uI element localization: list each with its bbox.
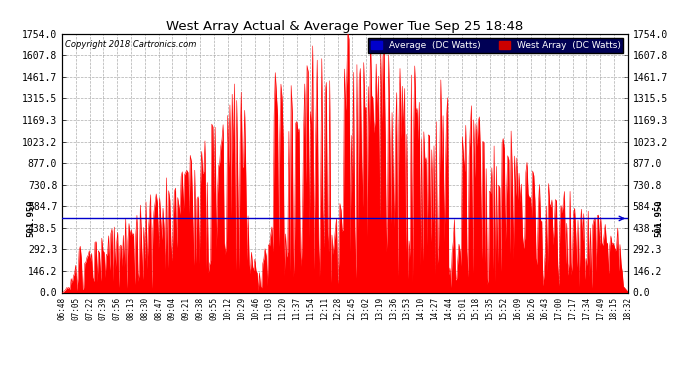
Text: 501.950: 501.950 <box>26 200 35 237</box>
Title: West Array Actual & Average Power Tue Sep 25 18:48: West Array Actual & Average Power Tue Se… <box>166 20 524 33</box>
Text: Copyright 2018 Cartronics.com: Copyright 2018 Cartronics.com <box>65 40 196 49</box>
Text: 501.950: 501.950 <box>655 200 664 237</box>
Legend: Average  (DC Watts), West Array  (DC Watts): Average (DC Watts), West Array (DC Watts… <box>368 38 623 53</box>
